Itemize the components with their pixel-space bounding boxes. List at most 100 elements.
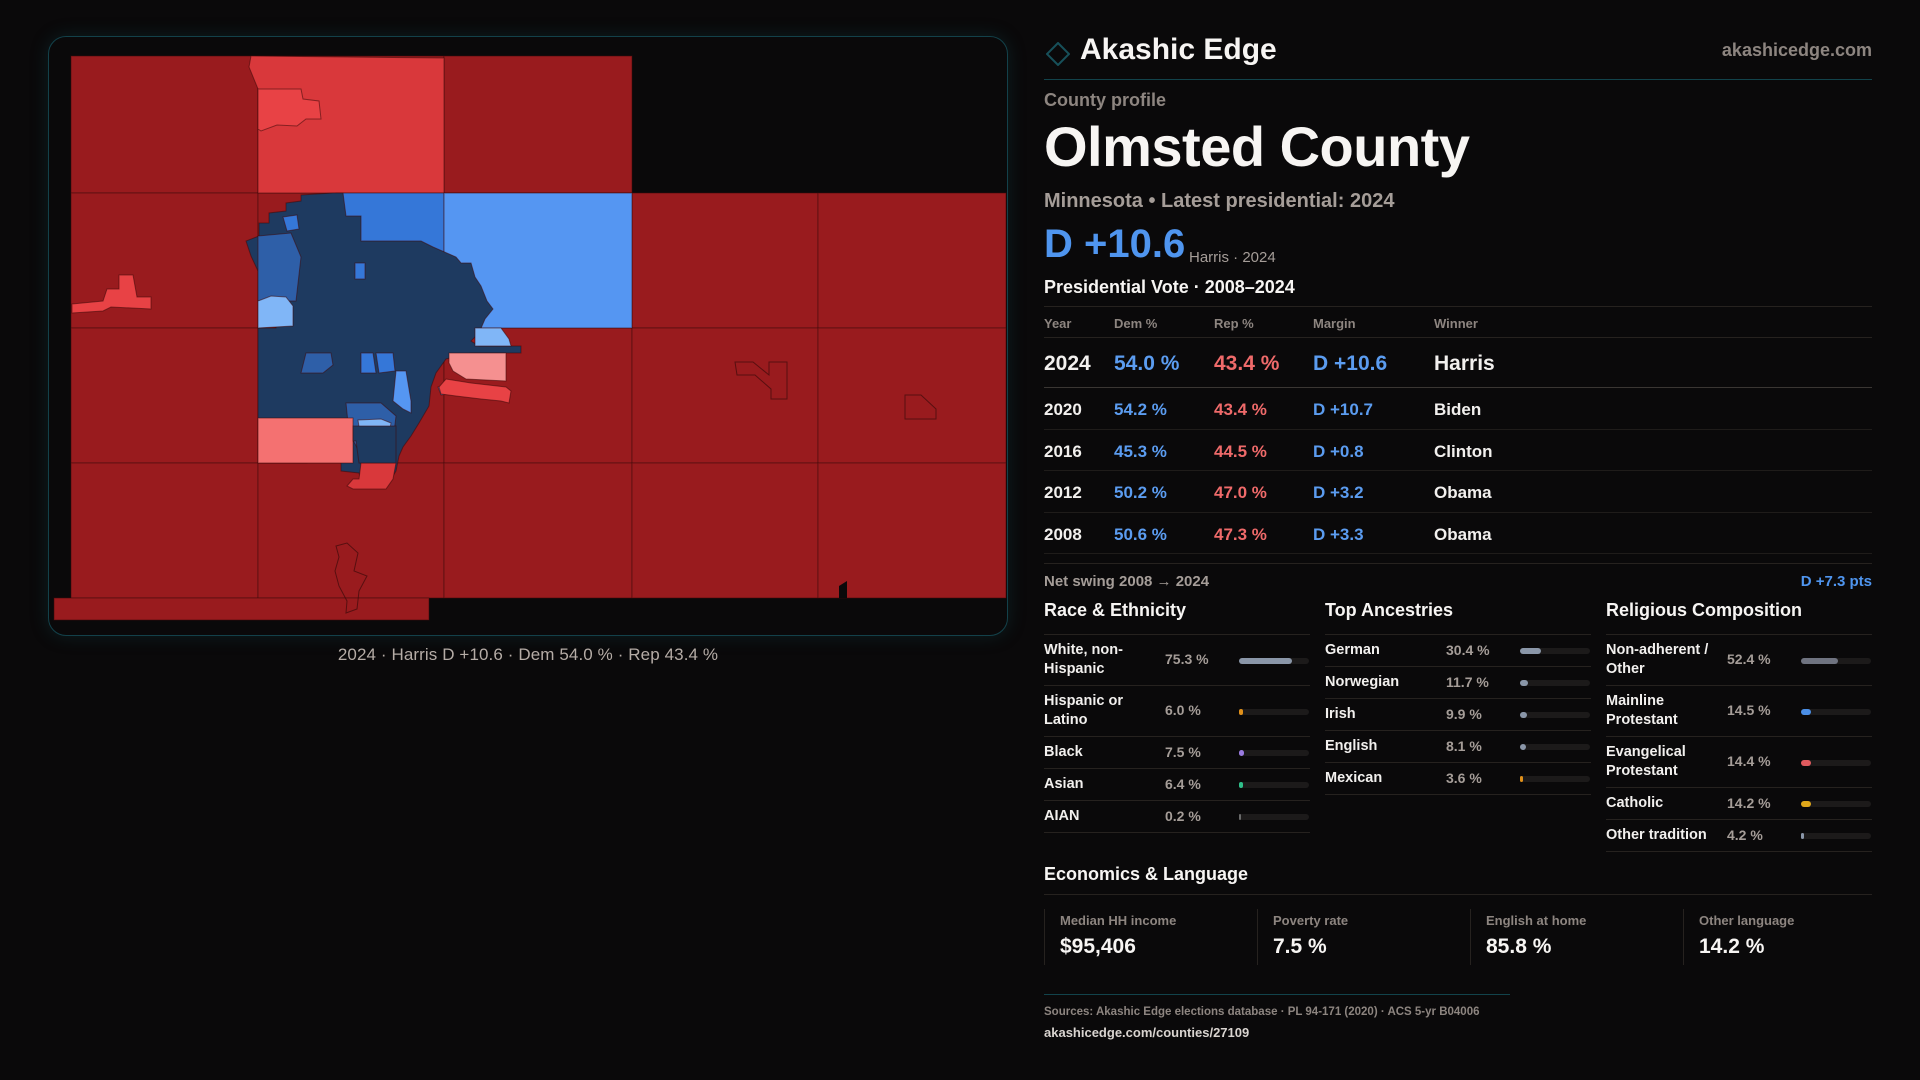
- map-gap: [839, 581, 847, 598]
- demo-bar-fill: [1801, 760, 1812, 766]
- cell-rep: 43.4 %: [1214, 352, 1280, 375]
- demo-row: Hispanic or Latino 6.0 %: [1044, 686, 1310, 737]
- precinct-township[interactable]: [817, 192, 1007, 329]
- demo-bar-track: [1239, 658, 1309, 664]
- demo-pct: 14.2 %: [1727, 795, 1771, 811]
- demo-pct: 0.2 %: [1165, 808, 1201, 824]
- stat-label: Median HH income: [1060, 913, 1177, 928]
- cell-dem: 54.2 %: [1114, 400, 1167, 419]
- precinct-township[interactable]: [631, 462, 819, 599]
- demo-pct: 30.4 %: [1446, 642, 1490, 658]
- precinct-city[interactable]: [375, 352, 396, 374]
- table-row-latest: 2024 54.0 % 43.4 % D +10.6 Harris: [1044, 338, 1872, 388]
- cell-rep: 47.0 %: [1214, 483, 1267, 502]
- cell-dem: 50.6 %: [1114, 524, 1167, 544]
- demo-bar-fill: [1239, 782, 1244, 788]
- cell-winner: Biden: [1434, 400, 1482, 419]
- section-divider: [1606, 634, 1872, 635]
- column-header-year: Year: [1044, 316, 1072, 331]
- header-divider: [1044, 79, 1872, 80]
- cell-dem: 54.0 %: [1114, 352, 1180, 375]
- stat-card-poverty-rate: Poverty rate 7.5 %: [1257, 909, 1457, 965]
- stat-value: 7.5 %: [1273, 935, 1327, 958]
- precinct-city[interactable]: [474, 327, 512, 347]
- latest-margin: D +10.6: [1044, 222, 1186, 266]
- demo-row: AIAN 0.2 %: [1044, 801, 1310, 833]
- precinct-city[interactable]: [257, 232, 302, 302]
- map-caption: 2024 · Harris D +10.6 · Dem 54.0 % · Rep…: [337, 645, 719, 664]
- demo-row: Irish 9.9 %: [1325, 699, 1591, 731]
- cell-rep: 44.5 %: [1214, 441, 1267, 461]
- demo-pct: 6.0 %: [1165, 702, 1201, 718]
- swing-divider: [1044, 563, 1872, 564]
- demo-row: Other tradition 4.2 %: [1606, 820, 1872, 852]
- table-header: Year Dem % Rep % Margin Winner: [1044, 306, 1872, 338]
- page-title: Olmsted County: [1044, 115, 1470, 178]
- cell-year: 2020: [1044, 400, 1082, 419]
- cell-year: 2024: [1044, 352, 1091, 375]
- precinct-township[interactable]: [443, 55, 633, 194]
- precinct-township[interactable]: [443, 462, 633, 599]
- cell-dem: 45.3 %: [1114, 441, 1167, 461]
- precinct-map[interactable]: [49, 37, 1008, 636]
- precinct-city[interactable]: [245, 192, 522, 482]
- precinct-township[interactable]: [70, 55, 259, 194]
- demo-pct: 14.5 %: [1727, 702, 1771, 718]
- cell-year: 2012: [1044, 483, 1082, 502]
- demo-bar-fill: [1801, 833, 1804, 839]
- table-row: 2008 50.6 % 47.3 % D +3.3 Obama: [1044, 513, 1872, 554]
- precinct-suburb[interactable]: [346, 462, 397, 490]
- precinct-township[interactable]: [53, 597, 430, 621]
- column-header-winner: Winner: [1434, 316, 1478, 331]
- demo-bar-track: [1801, 658, 1871, 664]
- precinct-city[interactable]: [354, 262, 366, 280]
- precinct-suburb[interactable]: [448, 352, 507, 382]
- precinct-city[interactable]: [300, 352, 334, 374]
- precinct-township[interactable]: [631, 192, 819, 329]
- demo-pct: 8.1 %: [1446, 738, 1482, 754]
- town-boundary: [904, 394, 937, 420]
- section-heading: Religious Composition: [1606, 600, 1802, 620]
- cell-year: 2016: [1044, 441, 1082, 461]
- stat-card-other-language: Other language 14.2 %: [1683, 909, 1883, 965]
- demo-bar-fill: [1801, 709, 1812, 715]
- precinct-map-panel: [48, 36, 1008, 636]
- precinct-city[interactable]: [282, 214, 300, 232]
- demo-bar-fill: [1801, 658, 1838, 664]
- column-header-rep: Rep %: [1214, 316, 1254, 331]
- demo-label: AIAN: [1044, 808, 1080, 824]
- demo-pct: 7.5 %: [1165, 744, 1201, 760]
- precinct-suburb[interactable]: [438, 378, 512, 404]
- precinct-township[interactable]: [817, 462, 1007, 599]
- precinct-town[interactable]: [71, 274, 152, 314]
- precinct-city[interactable]: [392, 370, 412, 414]
- brand-url-link[interactable]: akashicedge.com: [1721, 40, 1872, 60]
- demo-label: Evangelical Protestant: [1606, 744, 1686, 779]
- precinct-city[interactable]: [257, 295, 294, 329]
- precinct-township[interactable]: [257, 417, 354, 464]
- precinct-city[interactable]: [360, 352, 377, 374]
- demo-label: Black: [1044, 744, 1083, 760]
- demo-bar-track: [1801, 760, 1871, 766]
- precinct-township[interactable]: [70, 462, 259, 599]
- race-ethnicity-section: Race & Ethnicity White, non-Hispanic 75.…: [1044, 600, 1310, 833]
- town-boundary: [734, 361, 788, 400]
- brand-header: Akashic Edge akashicedge.com: [1044, 32, 1872, 72]
- demo-pct: 6.4 %: [1165, 776, 1201, 792]
- stat-value: 14.2 %: [1699, 935, 1765, 958]
- demo-bar-track: [1239, 782, 1309, 788]
- demo-row: English 8.1 %: [1325, 731, 1591, 763]
- precinct-township[interactable]: [631, 327, 819, 464]
- demo-bar-fill: [1239, 658, 1292, 664]
- precinct-township[interactable]: [70, 327, 259, 464]
- cell-year: 2008: [1044, 524, 1082, 544]
- net-swing-label: Net swing 2008 → 2024: [1044, 573, 1210, 590]
- precinct-town[interactable]: [257, 88, 322, 132]
- county-permalink[interactable]: akashicedge.com/counties/27109: [1044, 1025, 1250, 1040]
- demo-pct: 75.3 %: [1165, 651, 1209, 667]
- demo-row: Mainline Protestant 14.5 %: [1606, 686, 1872, 737]
- demo-bar-fill: [1520, 680, 1529, 686]
- sources-text: Sources: Akashic Edge elections database…: [1044, 1006, 1480, 1018]
- precinct-city[interactable]: [352, 425, 397, 464]
- table-row: 2020 54.2 % 43.4 % D +10.7 Biden: [1044, 388, 1872, 430]
